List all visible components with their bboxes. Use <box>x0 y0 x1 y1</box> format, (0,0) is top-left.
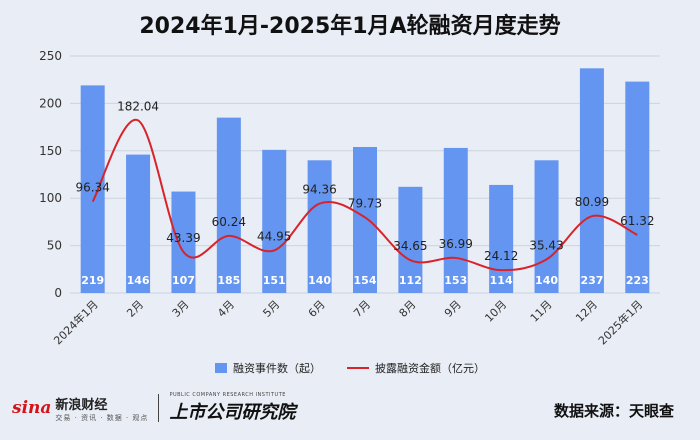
sina-text: 新浪财经 <box>55 397 108 413</box>
bar <box>126 154 151 293</box>
x-tick-label: 4月 <box>215 298 237 320</box>
bar <box>443 147 468 293</box>
bar-value-label: 237 <box>580 274 603 287</box>
bar <box>80 85 105 293</box>
line-value-label: 96.34 <box>76 181 110 195</box>
line-value-label: 43.39 <box>166 231 200 245</box>
line-value-label: 60.24 <box>212 215 246 229</box>
bar <box>216 117 241 294</box>
bar <box>353 147 377 293</box>
bar-value-label: 140 <box>535 274 558 287</box>
legend-label-line: 披露融资金额（亿元） <box>375 362 485 375</box>
x-tick-label: 10月 <box>482 298 509 325</box>
y-tick-label: 100 <box>39 191 62 205</box>
x-tick-label: 2月 <box>124 298 146 320</box>
x-tick-label: 8月 <box>397 298 419 320</box>
legend: 融资事件数（起） 披露融资金额（亿元） <box>0 360 700 376</box>
legend-item-line: 披露融资金额（亿元） <box>347 360 485 376</box>
bar-value-label: 140 <box>308 274 331 287</box>
y-tick-label: 50 <box>47 239 62 253</box>
line-value-label: 182.04 <box>117 99 159 113</box>
bar <box>262 149 287 293</box>
bar <box>579 68 604 293</box>
bar <box>489 184 514 293</box>
line-value-label: 80.99 <box>575 195 609 209</box>
bar <box>534 160 559 293</box>
legend-item-bars: 融资事件数（起） <box>215 360 321 376</box>
bar-value-label: 112 <box>399 274 422 287</box>
bar <box>398 186 423 293</box>
sina-finance-logo: sina 新浪财经 交易 · 资讯 · 数据 · 观点 <box>12 394 148 423</box>
x-tick-label: 2025年1月 <box>595 297 645 347</box>
bar <box>625 81 650 293</box>
bar-value-label: 146 <box>127 274 150 287</box>
company-logo-sub: PUBLIC COMPANY RESEARCH INSTITUTE <box>169 392 286 398</box>
bar-value-label: 151 <box>263 274 286 287</box>
x-tick-label: 2024年1月 <box>51 297 101 347</box>
sina-sub: 交易 · 资讯 · 数据 · 观点 <box>55 413 149 422</box>
bar <box>171 191 196 293</box>
legend-swatch-line <box>347 367 369 369</box>
company-logo-text: 上市公司研究院 <box>169 402 296 423</box>
legend-label-bars: 融资事件数（起） <box>233 362 321 375</box>
line-value-label: 36.99 <box>439 237 473 251</box>
company-research-logo: PUBLIC COMPANY RESEARCH INSTITUTE 上市公司研究… <box>169 392 295 424</box>
line-value-label: 61.32 <box>620 214 654 228</box>
x-tick-label: 9月 <box>442 298 464 320</box>
bar-value-label: 154 <box>354 274 377 287</box>
x-tick-label: 5月 <box>260 298 282 320</box>
line-value-label: 44.95 <box>257 229 291 243</box>
line-value-label: 34.65 <box>393 239 427 253</box>
bar-value-label: 223 <box>626 274 649 287</box>
bar-value-label: 114 <box>490 274 513 287</box>
bar <box>307 160 332 293</box>
bar-value-label: 107 <box>172 274 195 287</box>
chart-title: 2024年1月-2025年1月A轮融资月度走势 <box>139 14 561 39</box>
data-source: 数据来源：天眼查 <box>553 402 674 420</box>
line-value-label: 24.12 <box>484 249 518 263</box>
chart-plot: 0 50 100 150 200 250 219 146 107 185 151 140 154 112 1… <box>39 49 660 347</box>
logo-divider <box>158 394 160 422</box>
y-tick-label: 0 <box>54 286 62 300</box>
y-tick-label: 250 <box>39 49 62 63</box>
line-value-label: 79.73 <box>348 196 382 210</box>
x-tick-label: 11月 <box>528 298 555 325</box>
x-tick-label: 12月 <box>573 298 600 325</box>
x-tick-label: 3月 <box>170 298 192 320</box>
amount-line <box>91 119 638 272</box>
bar-value-label: 219 <box>81 274 104 287</box>
legend-swatch-bars <box>215 363 227 373</box>
x-tick-label: 7月 <box>351 298 373 320</box>
y-tick-label: 200 <box>39 96 62 110</box>
sina-mark: sina <box>12 398 52 418</box>
y-tick-label: 150 <box>39 144 62 158</box>
bar-value-label: 153 <box>444 274 467 287</box>
line-value-label: 94.36 <box>302 183 336 197</box>
x-tick-label: 6月 <box>306 298 328 320</box>
line-value-label: 35.43 <box>529 238 563 252</box>
footer-logos: sina 新浪财经 交易 · 资讯 · 数据 · 观点 PUBLIC COMPA… <box>12 392 295 424</box>
bar-value-label: 185 <box>217 274 240 287</box>
